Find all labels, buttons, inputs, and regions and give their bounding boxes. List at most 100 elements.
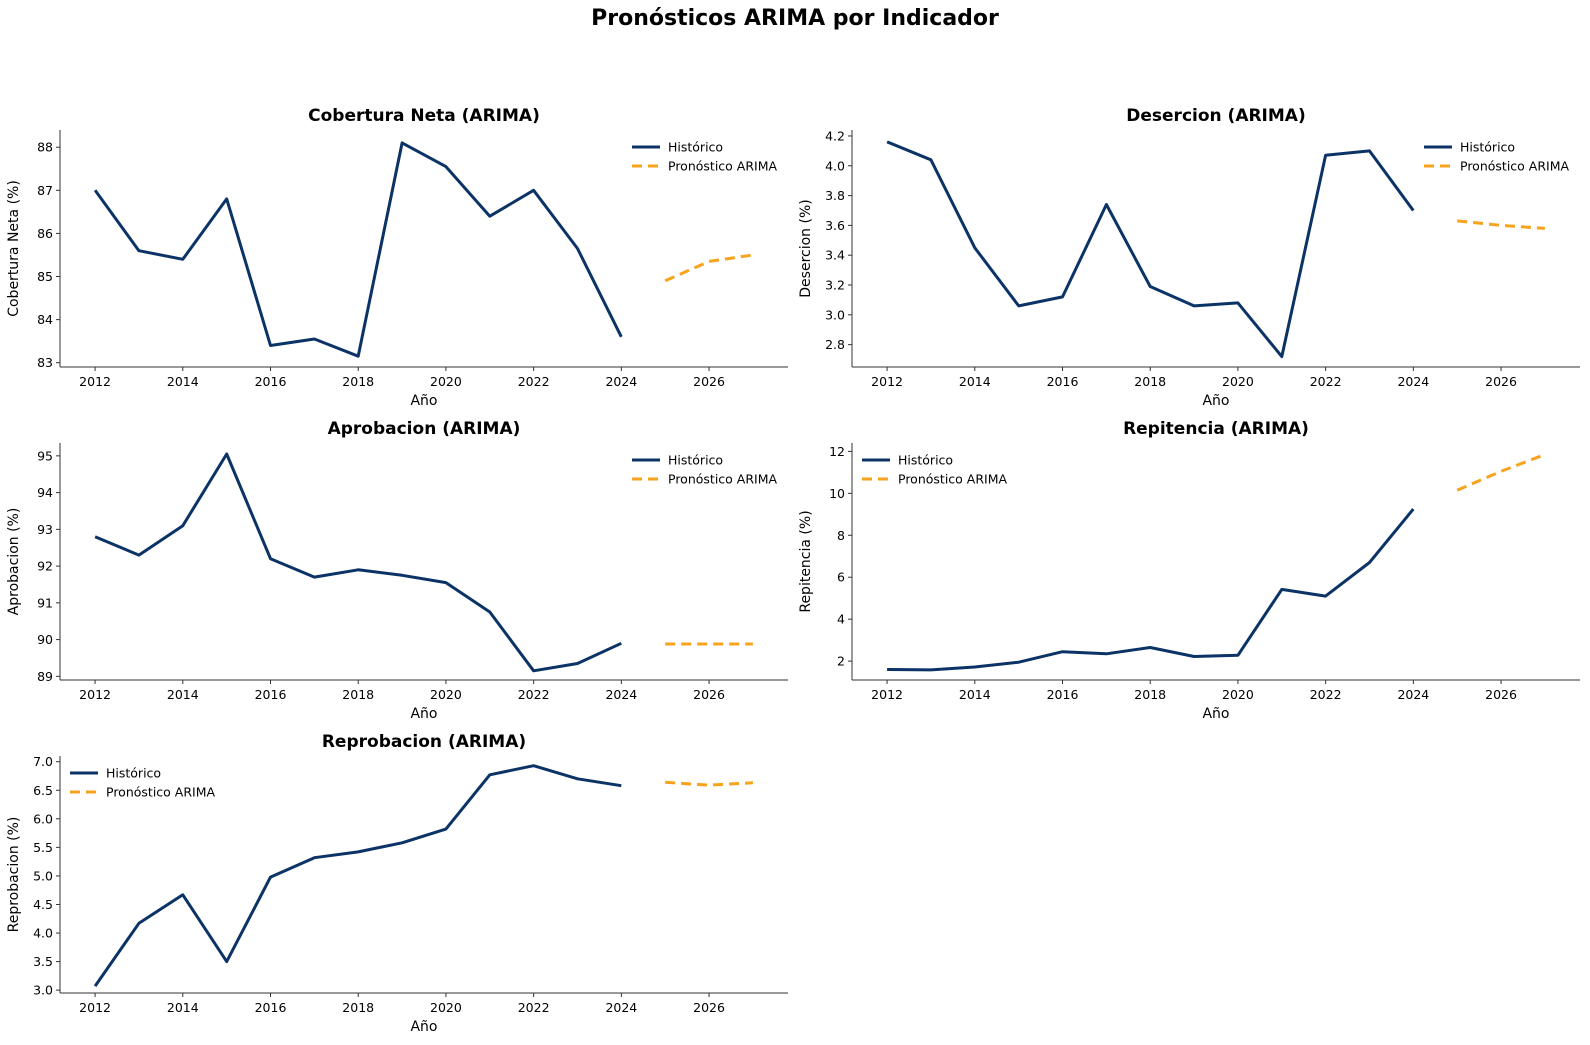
- x-tick-label: 2012: [871, 687, 903, 702]
- y-tick-label: 3.8: [825, 188, 845, 203]
- legend-label: Pronóstico ARIMA: [898, 472, 1007, 487]
- x-tick-label: 2018: [342, 687, 374, 702]
- x-tick-label: 2020: [430, 1000, 462, 1015]
- x-tick-label: 2014: [167, 687, 199, 702]
- y-tick-label: 86: [37, 226, 53, 241]
- historical-line: [886, 140, 1415, 359]
- y-axis-label: Reprobacion (%): [6, 817, 22, 933]
- legend-label: Histórico: [668, 453, 723, 468]
- x-tick-label: 2020: [430, 374, 462, 389]
- panel-title: Aprobacion (ARIMA): [328, 419, 521, 439]
- historical-line: [93, 141, 623, 358]
- y-tick-label: 12: [829, 444, 845, 459]
- x-tick-label: 2018: [342, 374, 374, 389]
- y-tick-label: 90: [37, 632, 53, 647]
- y-tick-label: 91: [37, 595, 53, 610]
- x-tick-label: 2014: [167, 1000, 199, 1015]
- y-tick-label: 5.0: [33, 868, 53, 883]
- historical-line: [93, 764, 622, 987]
- x-tick-label: 2020: [1222, 687, 1254, 702]
- figure-title: Pronósticos ARIMA por Indicador: [591, 6, 999, 31]
- x-tick-label: 2024: [605, 1000, 637, 1015]
- x-tick-label: 2026: [693, 687, 725, 702]
- y-tick-label: 84: [37, 312, 53, 327]
- y-tick-label: 8: [837, 528, 845, 543]
- y-tick-label: 83: [37, 355, 53, 370]
- panel-title: Desercion (ARIMA): [1126, 106, 1305, 126]
- y-axis-label: Desercion (%): [798, 199, 814, 297]
- x-tick-label: 2016: [255, 1000, 287, 1015]
- x-tick-label: 2022: [1310, 374, 1342, 389]
- legend-label: Histórico: [1460, 140, 1515, 155]
- x-axis-label: Año: [410, 393, 437, 409]
- x-tick-label: 2012: [79, 1000, 111, 1015]
- x-tick-label: 2012: [79, 687, 111, 702]
- x-axis-label: Año: [410, 1019, 437, 1035]
- x-tick-label: 2022: [518, 374, 550, 389]
- x-tick-label: 2022: [518, 687, 550, 702]
- x-tick-label: 2016: [1047, 374, 1079, 389]
- y-tick-label: 3.2: [825, 278, 845, 293]
- x-tick-label: 2024: [605, 687, 637, 702]
- chart-panel-cobertura-neta: 2012 2014 2016 2018 2020 2022 2024 2026 83 84 85 86…: [6, 106, 788, 409]
- x-tick-label: 2018: [342, 1000, 374, 1015]
- y-tick-label: 6.0: [33, 811, 53, 826]
- y-tick-label: 3.6: [825, 218, 845, 233]
- y-tick-label: 10: [829, 486, 845, 501]
- y-tick-label: 87: [37, 183, 53, 198]
- y-axis-label: Cobertura Neta (%): [6, 180, 22, 317]
- y-tick-label: 6: [837, 570, 845, 585]
- x-tick-label: 2020: [430, 687, 462, 702]
- x-tick-label: 2014: [959, 687, 991, 702]
- x-tick-label: 2014: [959, 374, 991, 389]
- y-tick-label: 3.5: [33, 954, 53, 969]
- chart-panel-aprobacion: 2012 2014 2016 2018 2020 2022 2024 2026 89 90 91 92…: [6, 419, 788, 722]
- forecast-line: [665, 780, 753, 787]
- y-tick-label: 4.0: [33, 926, 53, 941]
- x-tick-label: 2016: [255, 687, 287, 702]
- x-tick-label: 2026: [1485, 687, 1517, 702]
- x-axis-label: Año: [1202, 706, 1229, 722]
- forecast-line: [664, 253, 754, 283]
- y-tick-label: 93: [37, 522, 53, 537]
- chart-panel-repitencia: 2012 2014 2016 2018 2020 2022 2024 2026 2 4 6 8 10 12…: [798, 419, 1580, 722]
- legend-label: Histórico: [898, 453, 953, 468]
- x-tick-label: 2024: [1397, 687, 1429, 702]
- y-axis-label: Aprobacion (%): [6, 508, 22, 616]
- x-tick-label: 2016: [1047, 687, 1079, 702]
- x-tick-label: 2022: [1310, 687, 1342, 702]
- x-tick-label: 2026: [693, 1000, 725, 1015]
- y-tick-label: 4.2: [825, 128, 845, 143]
- y-tick-label: 89: [37, 669, 53, 684]
- y-tick-label: 3.4: [825, 248, 845, 263]
- legend-label: Histórico: [668, 140, 723, 155]
- forecast-line: [1456, 453, 1546, 492]
- x-tick-label: 2018: [1134, 374, 1166, 389]
- y-tick-label: 95: [37, 448, 53, 463]
- y-tick-label: 4: [837, 612, 845, 627]
- y-tick-label: 92: [37, 559, 53, 574]
- y-tick-label: 85: [37, 269, 53, 284]
- x-axis-label: Año: [410, 706, 437, 722]
- y-tick-label: 2.8: [825, 337, 845, 352]
- y-tick-label: 7.0: [33, 754, 53, 769]
- chart-panel-reprobacion: 2012 2014 2016 2018 2020 2022 2024 2026 3.0 3.5 4.…: [6, 732, 788, 1035]
- legend-label: Pronóstico ARIMA: [668, 472, 777, 487]
- y-tick-label: 4.0: [825, 158, 845, 173]
- legend-label: Pronóstico ARIMA: [106, 785, 215, 800]
- y-tick-label: 4.5: [33, 897, 53, 912]
- y-tick-label: 88: [37, 140, 53, 155]
- historical-line: [94, 452, 622, 673]
- x-tick-label: 2012: [79, 374, 111, 389]
- x-tick-label: 2012: [871, 374, 903, 389]
- x-tick-label: 2018: [1134, 687, 1166, 702]
- y-tick-label: 6.5: [33, 783, 53, 798]
- x-tick-label: 2016: [255, 374, 287, 389]
- y-tick-label: 94: [37, 485, 53, 500]
- legend-label: Histórico: [106, 766, 161, 781]
- x-tick-label: 2022: [518, 1000, 550, 1015]
- chart-panel-desercion: 2012 2014 2016 2018 2020 2022 2024 2026 2.8 3.0 3.…: [798, 106, 1580, 409]
- legend-label: Pronóstico ARIMA: [668, 159, 777, 174]
- y-tick-label: 3.0: [33, 983, 53, 998]
- x-tick-label: 2024: [605, 374, 637, 389]
